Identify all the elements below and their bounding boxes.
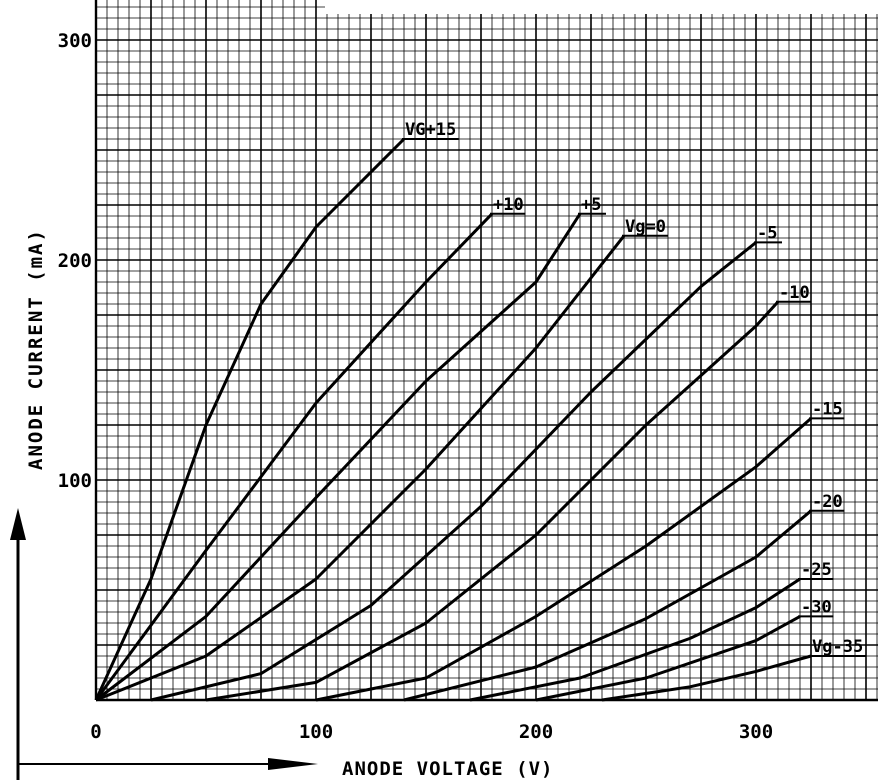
- series-line-6: [315, 417, 812, 702]
- grid: [94, 0, 878, 702]
- series-line-5: [205, 300, 780, 702]
- series-labels: VG+15 +10 +5 Vg=0 -5 -10 -15 -20 -25 -30 Vg-35: [402, 120, 866, 657]
- series-label-6: -15: [812, 399, 843, 419]
- y-tick-label: 100: [58, 470, 92, 492]
- series-line-2: [95, 212, 582, 702]
- series-label-4: -5: [757, 223, 777, 243]
- series-label-9: -30: [801, 597, 832, 617]
- x-tick-label: 100: [299, 721, 333, 743]
- x-axis-label: ANODE VOLTAGE (V): [342, 758, 553, 780]
- series-line-1: [94, 212, 494, 701]
- series-line-3: [95, 234, 626, 702]
- series-line-7: [403, 509, 812, 702]
- y-axis-arrow: [10, 508, 26, 780]
- series-label-2: +5: [581, 195, 601, 215]
- series-label-0: VG+15: [405, 120, 456, 140]
- series-label-10: Vg-35: [812, 637, 863, 657]
- x-tick-label: 200: [519, 721, 553, 743]
- series-label-7: -20: [812, 492, 843, 512]
- series-label-3: Vg=0: [625, 217, 666, 237]
- series-label-8: -25: [801, 560, 832, 580]
- tick-labels: 0 100 200 300 100 200 300: [58, 30, 773, 743]
- series-curves: [94, 137, 812, 702]
- x-axis-arrow: [18, 758, 318, 770]
- y-axis-label: ANODE CURRENT (mA): [25, 228, 47, 470]
- series-label-1: +10: [493, 195, 524, 215]
- y-tick-label: 200: [58, 250, 92, 272]
- series-line-8: [469, 577, 801, 702]
- y-tick-label: 300: [58, 30, 92, 52]
- series-label-5: -10: [779, 283, 810, 303]
- series-line-0: [94, 137, 406, 701]
- axis-labels: ANODE CURRENT (mA) ANODE VOLTAGE (V): [10, 228, 553, 780]
- series-line-4: [150, 241, 757, 702]
- series-line-9: [535, 615, 801, 702]
- series-line-10: [601, 654, 812, 702]
- x-tick-label: 0: [90, 721, 101, 743]
- x-tick-label: 300: [739, 721, 773, 743]
